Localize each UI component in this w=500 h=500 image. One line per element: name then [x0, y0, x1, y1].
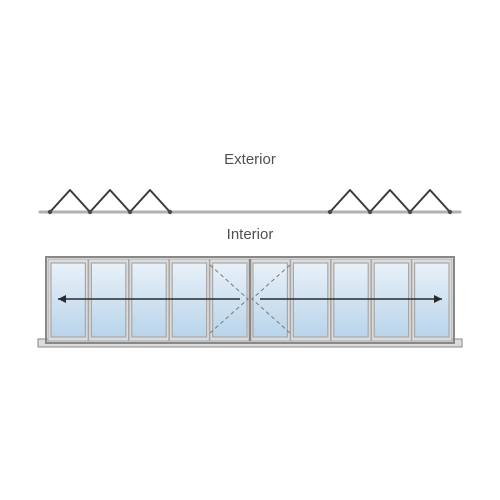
interior-label: Interior: [227, 226, 274, 243]
exterior-label: Exterior: [224, 151, 276, 168]
elevation-view: [30, 253, 470, 353]
bifold-door-diagram: Exterior Interior: [30, 147, 470, 353]
plan-view: [30, 172, 470, 222]
